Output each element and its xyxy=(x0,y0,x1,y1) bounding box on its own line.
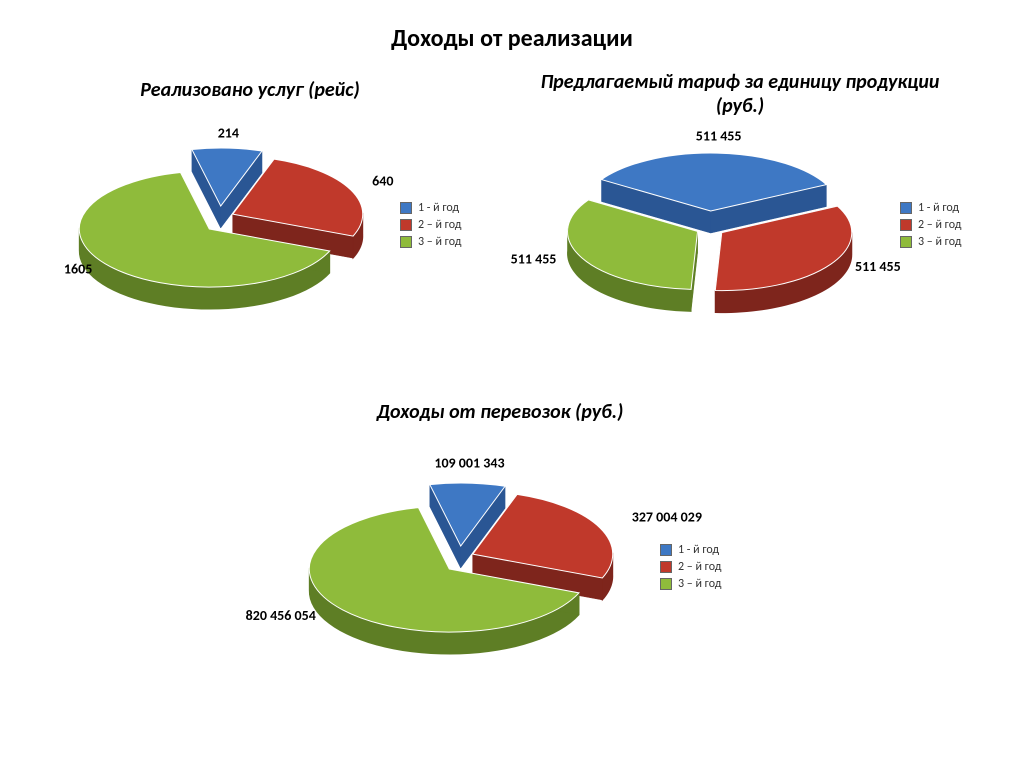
pie-data-label: 327 004 029 xyxy=(632,508,702,525)
pie-chart-income: 109 001 343327 004 029820 456 054 xyxy=(230,420,650,685)
legend-income: 1 - й год 2 – й год 3 – й год xyxy=(660,540,721,594)
legend-item: 2 – й год xyxy=(660,560,721,574)
legend-swatch xyxy=(660,544,672,556)
pie-chart-services: 214 640 1605 xyxy=(30,100,390,335)
legend-label: 2 – й год xyxy=(678,560,721,574)
legend-item: 1 - й год xyxy=(400,201,461,215)
legend-swatch xyxy=(900,236,912,248)
main-title: Доходы от реализации xyxy=(0,24,1024,53)
legend-item: 1 - й год xyxy=(900,201,961,215)
legend-item: 3 – й год xyxy=(400,235,461,249)
legend-label: 3 – й год xyxy=(418,235,461,249)
legend-swatch xyxy=(400,219,412,231)
legend-tariff: 1 - й год 2 – й год 3 – й год xyxy=(900,198,961,252)
pie-data-label: 109 001 343 xyxy=(434,454,504,471)
pie-data-label: 1605 xyxy=(64,260,92,277)
pie-data-label: 511 455 xyxy=(855,258,901,275)
legend-swatch xyxy=(400,236,412,248)
pie-data-label: 214 xyxy=(218,125,239,142)
pie-data-label: 640 xyxy=(372,173,393,190)
legend-swatch xyxy=(660,561,672,573)
pie-data-label: 820 456 054 xyxy=(246,607,316,624)
legend-label: 2 – й год xyxy=(418,218,461,232)
pie-data-label: 511 455 xyxy=(696,127,742,144)
legend-item: 3 – й год xyxy=(660,577,721,591)
legend-label: 3 – й год xyxy=(918,235,961,249)
chart-title-services: Реализовано услуг (рейс) xyxy=(70,78,430,102)
legend-swatch xyxy=(660,578,672,590)
pie-data-label: 511 455 xyxy=(511,251,557,268)
pie-chart-tariff: 511 455511 455511 455 xyxy=(530,110,890,345)
legend-label: 1 - й год xyxy=(418,201,459,215)
legend-label: 2 – й год xyxy=(918,218,961,232)
legend-label: 3 – й год xyxy=(678,577,721,591)
legend-item: 2 – й год xyxy=(900,218,961,232)
legend-label: 1 - й год xyxy=(678,543,719,557)
legend-item: 3 – й год xyxy=(900,235,961,249)
legend-item: 1 - й год xyxy=(660,543,721,557)
page: { "main_title": "Доходы от реализации", … xyxy=(0,0,1024,768)
legend-swatch xyxy=(900,219,912,231)
legend-services: 1 - й год 2 – й год 3 – й год xyxy=(400,198,461,252)
legend-swatch xyxy=(900,202,912,214)
legend-swatch xyxy=(400,202,412,214)
legend-item: 2 – й год xyxy=(400,218,461,232)
legend-label: 1 - й год xyxy=(918,201,959,215)
